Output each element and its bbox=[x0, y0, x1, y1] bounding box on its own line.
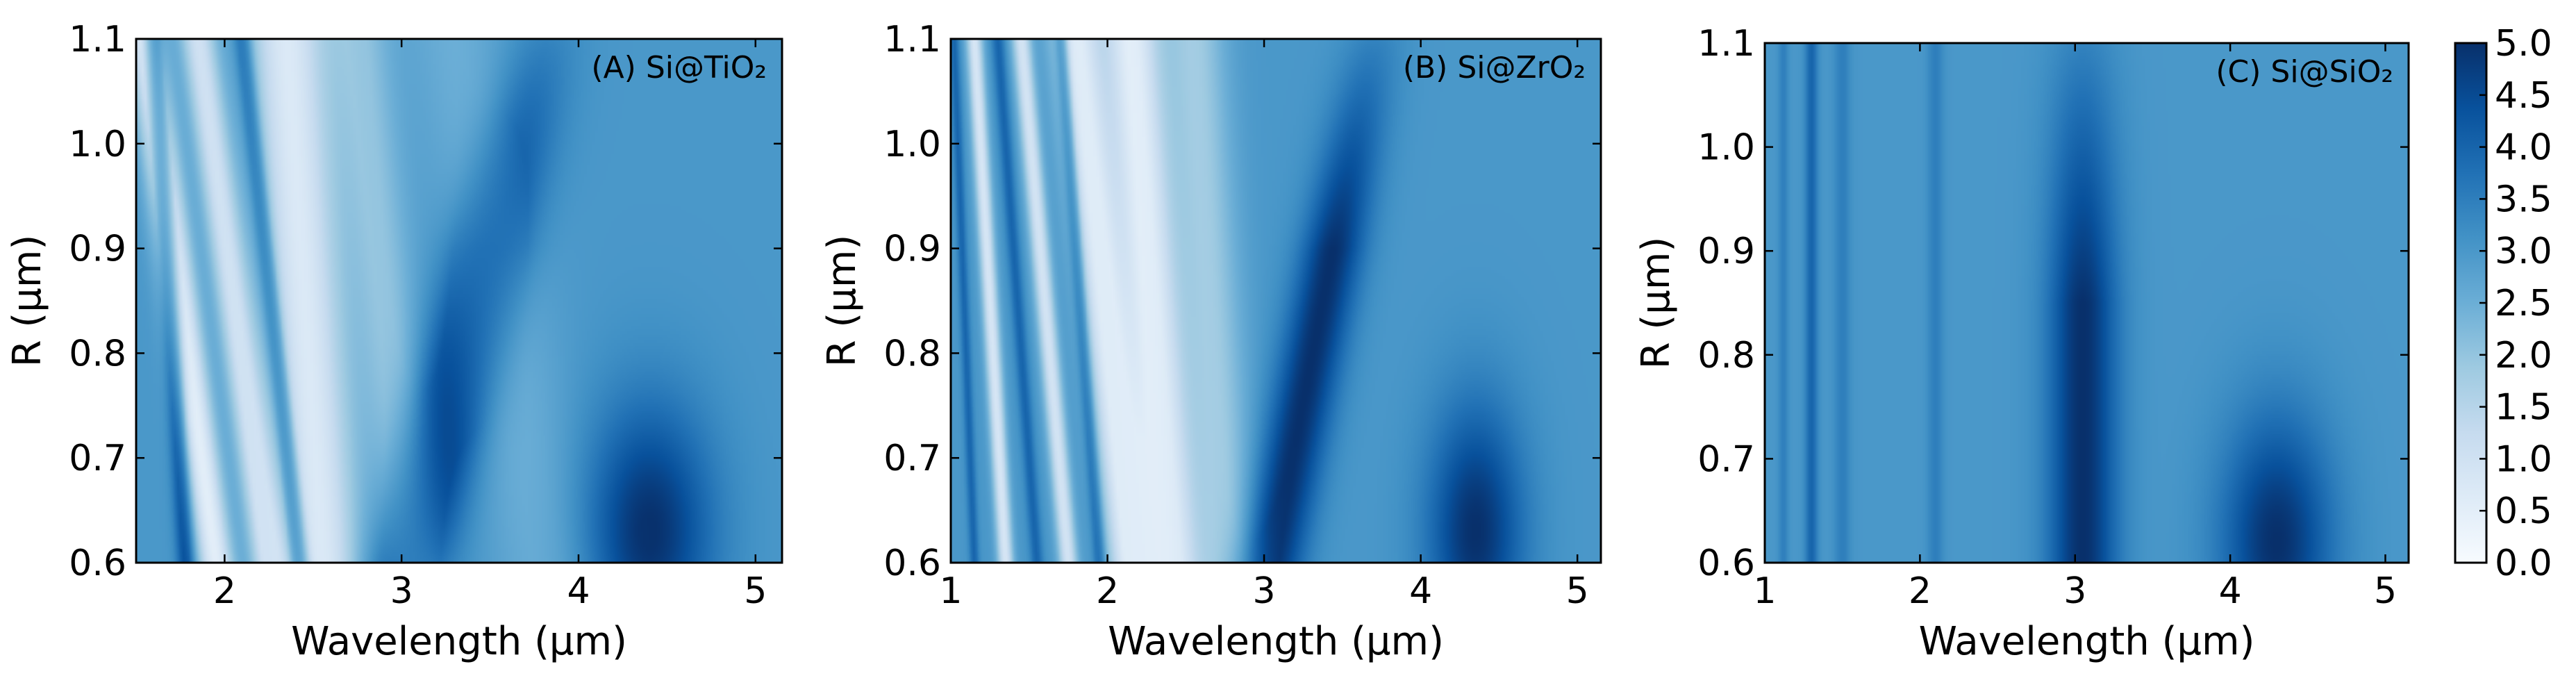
colorbar: 0.0 0.5 1.0 1.5 2.0 2.5 3.0 3.5 4.0 4.5 5.0 bbox=[2454, 23, 2552, 584]
y-tick-label: 0.6 bbox=[1697, 543, 1755, 584]
y-tick-label: 1.0 bbox=[883, 124, 941, 165]
heatmap-image bbox=[1765, 43, 2409, 563]
panel-title: (C) Si@SiO₂ bbox=[2216, 54, 2393, 90]
panel-c: 1 2 3 4 5 0.6 0.7 0.8 0.9 1.0 1.1 Wavelength (μm) R … bbox=[1634, 23, 2410, 664]
panel-title: (A) Si@TiO₂ bbox=[591, 50, 767, 85]
x-axis-label: Wavelength (μm) bbox=[1108, 619, 1444, 664]
y-tick-label: 1.1 bbox=[1697, 23, 1755, 65]
y-tick-label: 0.6 bbox=[69, 543, 126, 584]
colorbar-tick-label: 2.5 bbox=[2495, 283, 2552, 324]
panel-a: 2 3 4 5 0.6 0.7 0.8 0.9 1.0 1.1 Wavelength (μm) R (… bbox=[5, 19, 783, 664]
y-tick-label: 1.0 bbox=[1697, 127, 1755, 169]
x-tick-label: 4 bbox=[1409, 570, 1432, 612]
y-tick-label: 0.6 bbox=[883, 543, 941, 584]
y-tick-label: 0.8 bbox=[1697, 335, 1755, 377]
y-tick-label: 1.1 bbox=[69, 19, 126, 60]
y-tick-label: 0.8 bbox=[883, 333, 941, 374]
y-tick-label: 1.1 bbox=[883, 19, 941, 60]
x-axis-label: Wavelength (μm) bbox=[291, 619, 627, 664]
y-tick-label: 0.7 bbox=[883, 438, 941, 479]
x-tick-label: 3 bbox=[390, 570, 413, 612]
colorbar-tick-label: 5.0 bbox=[2495, 23, 2552, 65]
colorbar-tick-label: 2.0 bbox=[2495, 335, 2552, 377]
panel-title: (B) Si@ZrO₂ bbox=[1403, 50, 1586, 85]
x-tick-label: 1 bbox=[939, 570, 962, 612]
plot-frame bbox=[949, 38, 1602, 564]
x-tick-label: 2 bbox=[1096, 570, 1119, 612]
x-tick-label: 4 bbox=[567, 570, 590, 612]
x-tick-label: 5 bbox=[744, 570, 767, 612]
y-tick-label: 0.9 bbox=[1697, 231, 1755, 272]
y-tick-label: 0.9 bbox=[883, 229, 941, 270]
colorbar-tick-label: 1.5 bbox=[2495, 387, 2552, 429]
plot-frame bbox=[1763, 42, 2410, 564]
colorbar-tick-label: 4.5 bbox=[2495, 75, 2552, 117]
y-axis-label: R (μm) bbox=[5, 235, 50, 367]
colorbar-tick-label: 0.5 bbox=[2495, 490, 2552, 532]
colorbar-tick-label: 1.0 bbox=[2495, 438, 2552, 480]
colorbar-tick-label: 4.0 bbox=[2495, 127, 2552, 169]
x-tick-label: 4 bbox=[2219, 570, 2242, 612]
x-tick-label: 5 bbox=[1566, 570, 1589, 612]
y-tick-label: 0.9 bbox=[69, 229, 126, 270]
x-tick-label: 3 bbox=[1253, 570, 1276, 612]
y-axis-label: R (μm) bbox=[820, 235, 865, 367]
plot-frame bbox=[135, 38, 783, 564]
x-tick-label: 2 bbox=[213, 570, 236, 612]
x-tick-label: 2 bbox=[1909, 570, 1931, 612]
panel-b: 1 2 3 4 5 0.6 0.7 0.8 0.9 1.0 1.1 Wavelength (μm) R … bbox=[820, 19, 1602, 664]
x-axis-label: Wavelength (μm) bbox=[1919, 619, 2255, 664]
panels: 2 3 4 5 0.6 0.7 0.8 0.9 1.0 1.1 Wavelength (μm) R (… bbox=[5, 19, 2410, 664]
heatmap-image bbox=[136, 39, 782, 563]
heatmap-image bbox=[951, 39, 1601, 563]
x-tick-label: 5 bbox=[2374, 570, 2397, 612]
colorbar-tick-label: 0.0 bbox=[2495, 543, 2552, 584]
x-tick-label: 3 bbox=[2063, 570, 2086, 612]
y-tick-label: 0.8 bbox=[69, 333, 126, 374]
colorbar-tick-label: 3.0 bbox=[2495, 231, 2552, 272]
x-tick-label: 1 bbox=[1753, 570, 1776, 612]
y-tick-label: 0.7 bbox=[69, 438, 126, 479]
y-tick-label: 1.0 bbox=[69, 124, 126, 165]
y-tick-label: 0.7 bbox=[1697, 438, 1755, 480]
y-axis-label: R (μm) bbox=[1634, 237, 1679, 370]
colorbar-tick-label: 3.5 bbox=[2495, 179, 2552, 220]
